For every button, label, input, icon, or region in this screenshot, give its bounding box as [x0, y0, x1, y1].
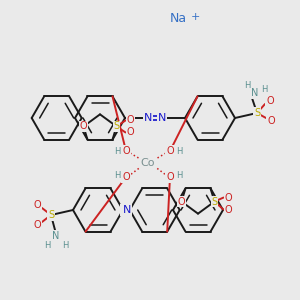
Text: Na: Na: [169, 11, 187, 25]
Text: O: O: [80, 122, 87, 131]
Text: S: S: [113, 122, 120, 131]
Text: Co: Co: [141, 158, 155, 168]
Text: N: N: [144, 113, 152, 123]
Text: H: H: [44, 241, 50, 250]
Text: O: O: [122, 146, 130, 156]
Text: O: O: [127, 128, 134, 137]
Text: O: O: [127, 116, 134, 125]
Text: H: H: [114, 172, 120, 181]
Text: H: H: [261, 85, 267, 94]
Text: O: O: [266, 96, 274, 106]
Text: H: H: [176, 172, 182, 181]
Text: H: H: [244, 82, 250, 91]
Text: S: S: [212, 196, 218, 206]
Text: S: S: [48, 210, 54, 220]
Text: N: N: [158, 113, 166, 123]
Text: O: O: [166, 146, 174, 156]
Text: N: N: [122, 205, 130, 215]
Text: S: S: [254, 108, 260, 118]
Text: O: O: [225, 205, 232, 214]
Text: +: +: [190, 12, 200, 22]
Text: O: O: [267, 116, 275, 126]
Text: O: O: [122, 172, 130, 182]
Text: O: O: [33, 220, 41, 230]
Text: H: H: [114, 148, 120, 157]
Text: N: N: [251, 88, 259, 98]
Text: N: N: [52, 231, 60, 241]
Text: H: H: [176, 148, 182, 157]
Text: H: H: [62, 241, 68, 250]
Text: O: O: [225, 193, 232, 202]
Text: O: O: [33, 200, 41, 210]
Text: N: N: [123, 205, 131, 215]
Text: O: O: [178, 196, 185, 206]
Text: O: O: [166, 172, 174, 182]
